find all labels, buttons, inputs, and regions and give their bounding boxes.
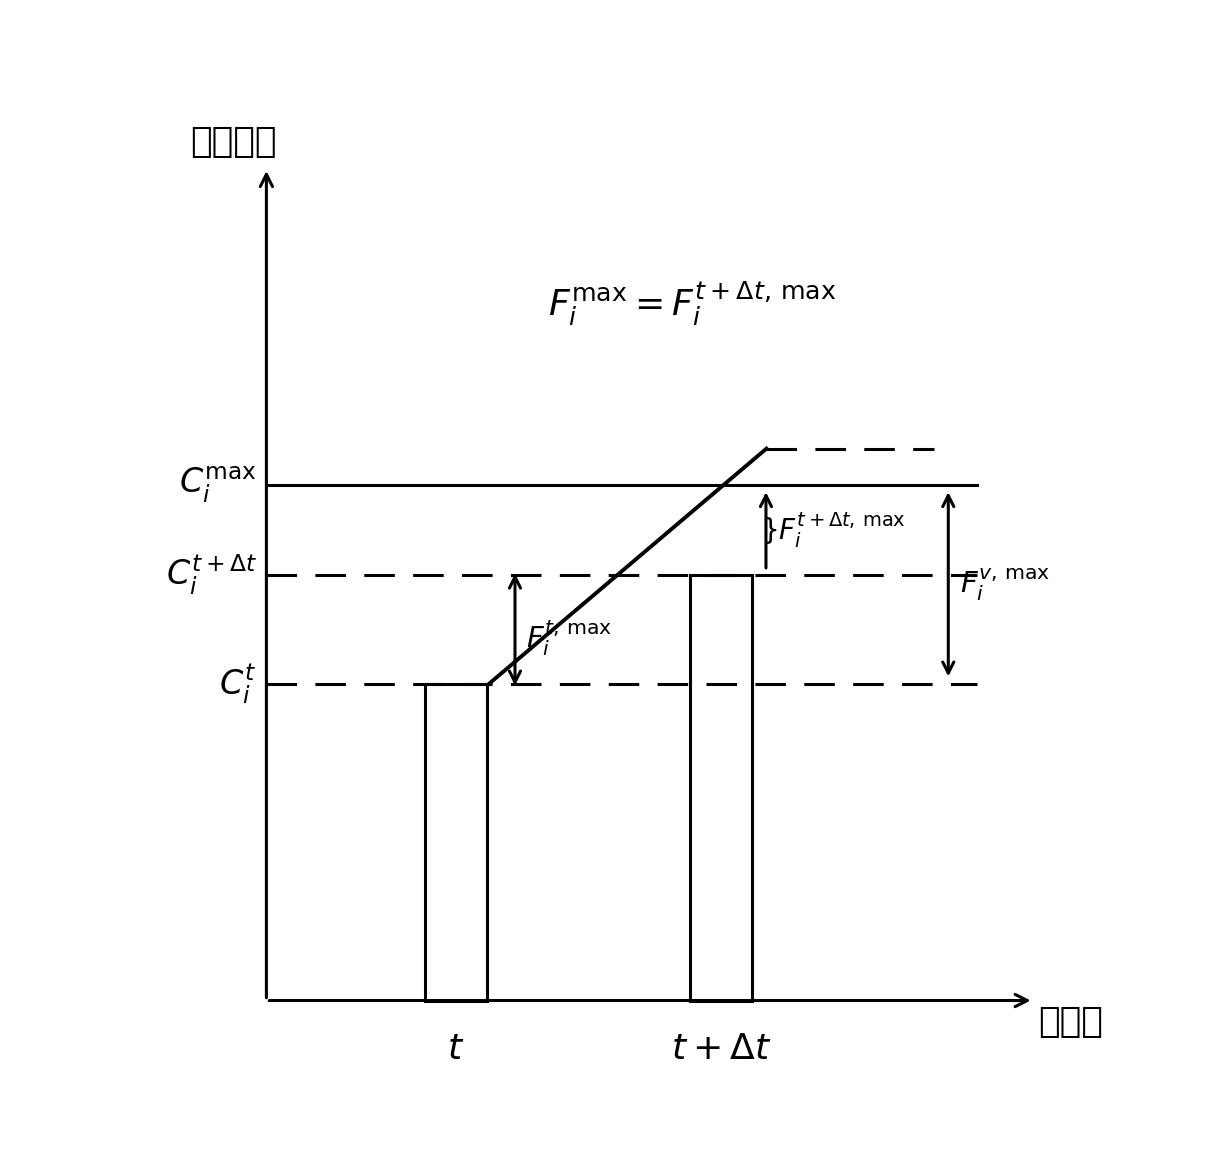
Text: $\}F_i^{t+\Delta t,\,\mathrm{max}}$: $\}F_i^{t+\Delta t,\,\mathrm{max}}$ bbox=[761, 510, 906, 550]
Bar bbox=[425, 684, 486, 1001]
Text: 功率出功: 功率出功 bbox=[191, 125, 277, 159]
Text: $F_i^{v,\,\mathrm{max}}$: $F_i^{v,\,\mathrm{max}}$ bbox=[959, 566, 1050, 603]
Text: 时间轴: 时间轴 bbox=[1039, 1005, 1103, 1039]
Text: $t$: $t$ bbox=[447, 1032, 464, 1066]
Bar bbox=[690, 576, 752, 1001]
Text: $F_i^{t,\,\mathrm{max}}$: $F_i^{t,\,\mathrm{max}}$ bbox=[527, 619, 612, 658]
Text: $C_i^{\mathrm{max}}$: $C_i^{\mathrm{max}}$ bbox=[180, 465, 257, 505]
Text: $C_i^{t}$: $C_i^{t}$ bbox=[219, 662, 257, 706]
Text: $C_i^{t+\Delta t}$: $C_i^{t+\Delta t}$ bbox=[165, 553, 257, 597]
Text: $F_i^{\mathrm{max}} = F_i^{t+\Delta t,\, \mathrm{max}}$: $F_i^{\mathrm{max}} = F_i^{t+\Delta t,\,… bbox=[549, 280, 837, 328]
Text: $t+\Delta t$: $t+\Delta t$ bbox=[671, 1032, 771, 1066]
